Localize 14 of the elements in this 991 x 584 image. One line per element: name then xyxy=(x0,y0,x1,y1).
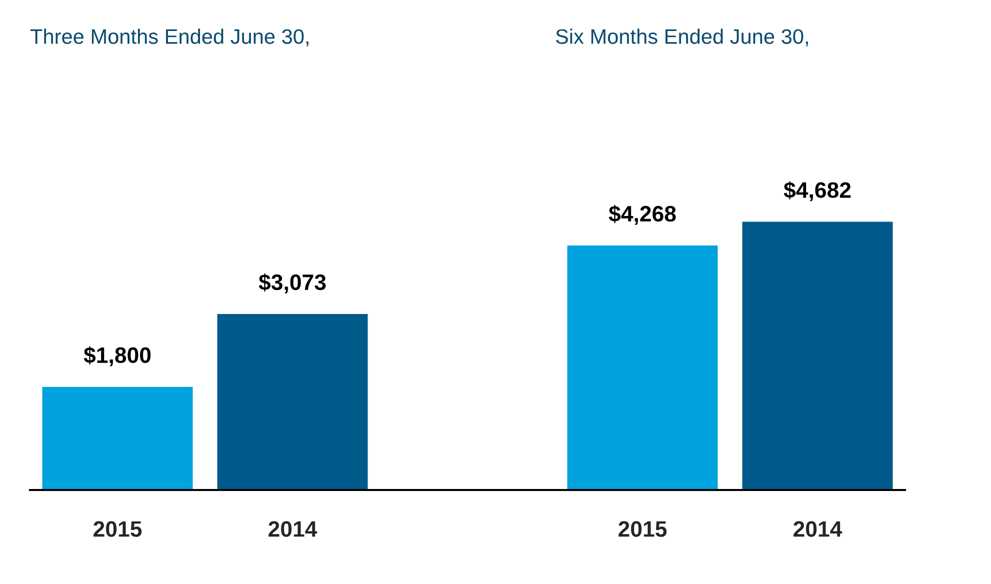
x-tick-label: 2014 xyxy=(794,521,842,537)
data-label: $4,268 xyxy=(608,204,676,225)
data-label: $3,073 xyxy=(258,273,326,294)
bar xyxy=(42,386,193,490)
bar xyxy=(742,222,893,490)
bar xyxy=(567,245,718,490)
x-tick-label: 2015 xyxy=(94,521,142,537)
bar xyxy=(217,314,368,490)
data-label: $1,800 xyxy=(84,346,151,366)
data-label: $4,682 xyxy=(784,181,851,202)
text: Six Months Ended June 30, xyxy=(556,28,808,46)
x-tick-label: 2015 xyxy=(618,521,667,537)
text: Three Months Ended June 30, xyxy=(30,28,308,46)
x-tick-label: 2014 xyxy=(268,521,318,537)
